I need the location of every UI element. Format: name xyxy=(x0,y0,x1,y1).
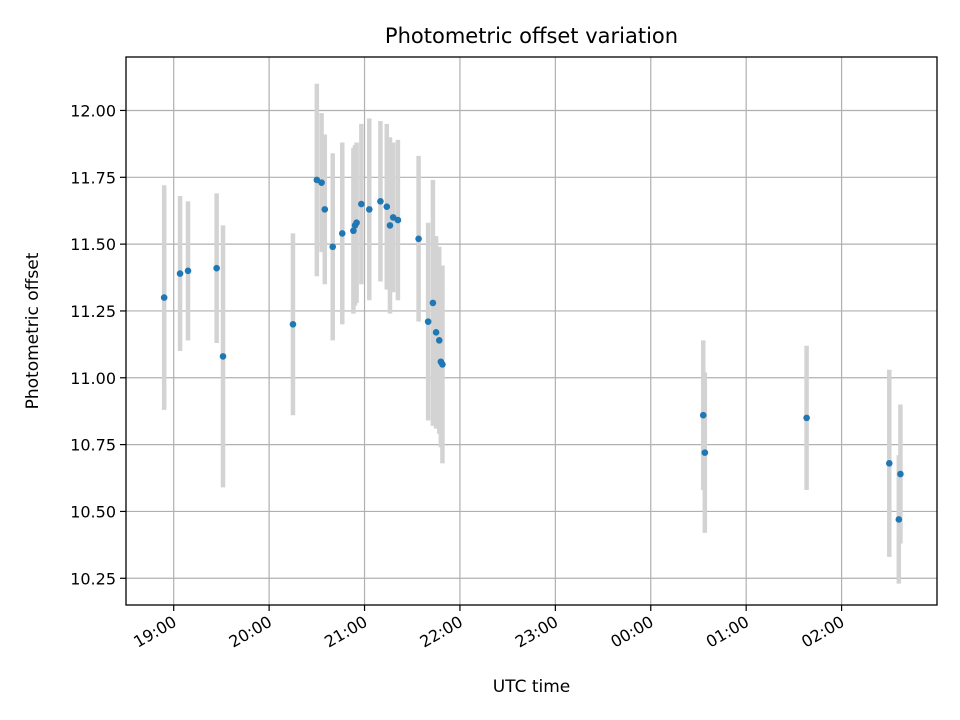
data-point xyxy=(184,267,192,275)
data-point xyxy=(432,329,440,336)
x-tick-label: 20:00 xyxy=(226,612,275,652)
x-tick-label: 00:00 xyxy=(607,612,656,652)
x-tick-label: 22:00 xyxy=(417,612,466,652)
x-axis-ticks: 19:00 20:00 21:00 22:00 23:00 00:00 01:00 02:00 xyxy=(130,605,848,652)
data-point xyxy=(366,206,373,213)
data-point xyxy=(383,203,391,210)
data-point xyxy=(803,414,810,422)
x-axis-label: UTC time xyxy=(493,677,571,697)
data-point xyxy=(424,318,432,325)
x-tick-label: 02:00 xyxy=(798,612,847,652)
y-tick-label: 11.25 xyxy=(70,302,116,321)
y-tick-label: 11.50 xyxy=(70,235,116,254)
data-point xyxy=(386,222,394,229)
x-tick-label: 19:00 xyxy=(130,612,179,652)
chart-title: Photometric offset variation xyxy=(385,24,678,48)
y-tick-label: 11.00 xyxy=(70,369,116,388)
data-point xyxy=(160,294,168,301)
data-point xyxy=(897,470,904,478)
x-tick-label: 21:00 xyxy=(321,612,370,652)
data-point xyxy=(439,361,446,368)
data-point xyxy=(885,460,893,467)
grid-lines xyxy=(126,57,937,605)
data-point xyxy=(358,200,365,208)
plot-frame xyxy=(125,56,938,606)
data-point xyxy=(350,227,357,235)
error-bars xyxy=(161,83,903,584)
x-tick-label: 01:00 xyxy=(703,612,752,652)
y-axis-label: Photometric offset xyxy=(23,252,43,409)
data-point xyxy=(213,264,220,272)
data-point xyxy=(338,230,346,237)
y-axis-ticks: 10.25 10.50 10.75 11.00 11.25 11.50 11.75 12.00 xyxy=(70,101,126,588)
data-point xyxy=(701,449,709,456)
data-point xyxy=(699,411,707,419)
data-point xyxy=(329,243,337,251)
data-points xyxy=(160,176,904,523)
data-point xyxy=(435,337,443,344)
data-point xyxy=(176,270,184,277)
y-tick-label: 10.25 xyxy=(70,569,116,588)
y-tick-label: 10.50 xyxy=(70,502,116,521)
y-tick-label: 10.75 xyxy=(70,436,116,455)
data-point xyxy=(377,198,384,205)
data-point xyxy=(321,206,329,213)
data-point xyxy=(429,299,437,307)
data-point xyxy=(415,235,422,243)
data-point xyxy=(895,516,903,523)
y-tick-label: 12.00 xyxy=(70,101,116,120)
data-point xyxy=(353,219,360,227)
data-point xyxy=(219,353,227,360)
x-tick-label: 23:00 xyxy=(512,612,561,652)
y-tick-label: 11.75 xyxy=(70,168,116,187)
data-point xyxy=(318,179,325,186)
data-point xyxy=(289,321,297,328)
data-point xyxy=(394,216,402,224)
